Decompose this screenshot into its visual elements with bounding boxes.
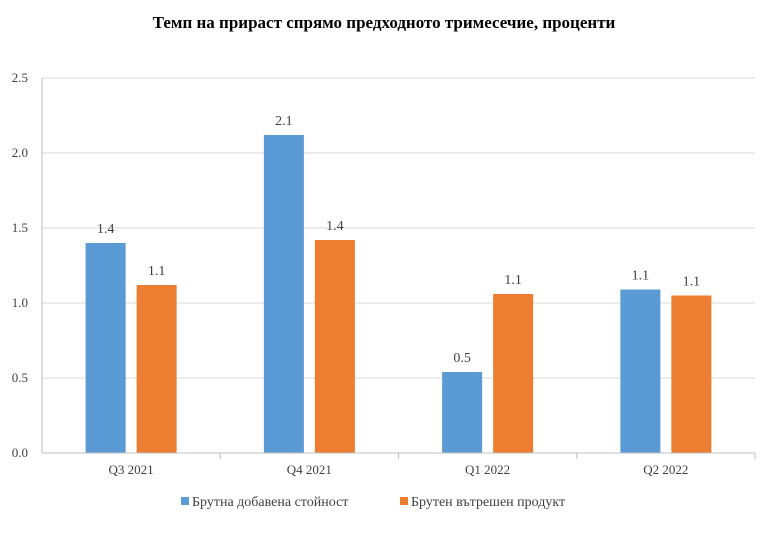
bar <box>493 294 534 453</box>
data-label: 1.4 <box>97 222 115 237</box>
bar <box>442 372 483 453</box>
y-axis: 0.0 0.5 1.0 1.5 2.0 2.5 <box>12 70 43 460</box>
y-tick-label: 1.5 <box>12 220 28 235</box>
data-label: 1.1 <box>148 264 166 279</box>
data-label: 1.1 <box>632 269 650 284</box>
x-tick-label: Q4 2021 <box>287 462 332 477</box>
y-tick-label: 0.5 <box>12 370 28 385</box>
y-tick-label: 0.0 <box>12 445 28 460</box>
y-tick-label: 2.5 <box>12 70 28 85</box>
bars: 1.4 1.1 2.1 1.4 0.5 1.1 1.1 1.1 <box>85 114 712 453</box>
bar <box>314 240 355 453</box>
bar <box>263 135 304 453</box>
x-tick-label: Q3 2021 <box>109 462 154 477</box>
legend: Брутна добавена стойност Брутен вътрешен … <box>181 495 565 510</box>
bar <box>620 289 661 453</box>
x-axis: Q3 2021 Q4 2021 Q1 2022 Q2 2022 <box>42 452 756 477</box>
bar <box>85 243 126 453</box>
x-tick-label: Q1 2022 <box>465 462 510 477</box>
legend-label: Брутна добавена стойност <box>192 495 348 510</box>
data-label: 1.4 <box>326 219 344 234</box>
data-label: 1.1 <box>683 275 701 290</box>
y-tick-label: 2.0 <box>12 145 28 160</box>
y-tick-label: 1.0 <box>12 295 28 310</box>
bar <box>136 285 177 453</box>
legend-swatch <box>181 497 189 505</box>
chart-title: Темп на прираст спрямо предходното триме… <box>153 13 616 32</box>
legend-label: Брутен вътрешен продукт <box>411 495 565 510</box>
bar <box>671 295 712 453</box>
legend-swatch <box>400 497 408 505</box>
data-label: 1.1 <box>504 273 522 288</box>
x-tick-label: Q2 2022 <box>643 462 688 477</box>
data-label: 2.1 <box>275 114 293 129</box>
data-label: 0.5 <box>453 351 471 366</box>
